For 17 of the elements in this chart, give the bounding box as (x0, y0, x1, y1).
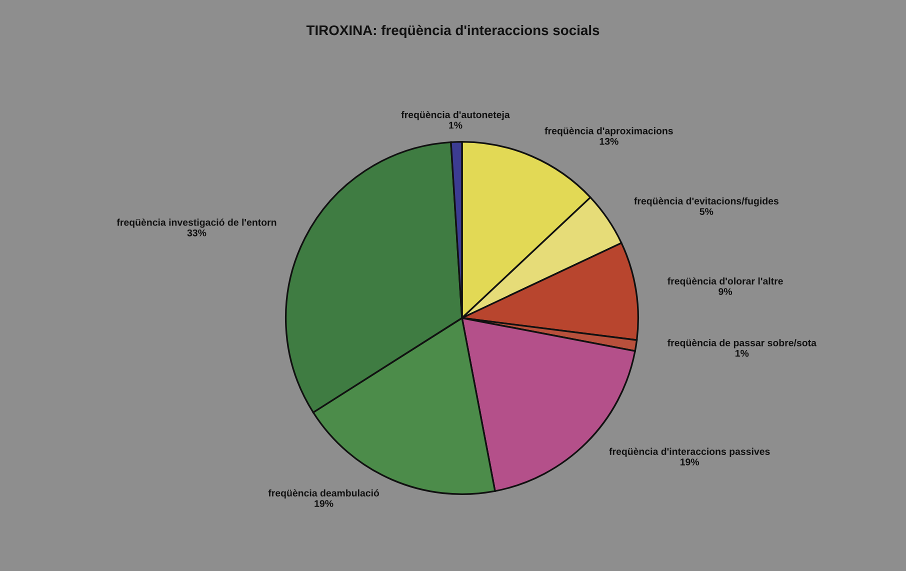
data-label: 9% (718, 288, 732, 296)
slice-label: freqüència d'olorar l'altre (668, 277, 783, 286)
chart-title: TIROXINA: freqüència d'interaccions socials (306, 24, 600, 38)
data-label: 19% (314, 500, 334, 507)
slice-label: freqüència d'aproximacions (544, 127, 673, 136)
slice-label: freqüència d'autoneteja (401, 110, 510, 120)
data-label: 1% (735, 350, 749, 357)
data-label: 19% (680, 458, 700, 466)
slice-label: freqüència deambulació (268, 489, 380, 498)
data-label: 33% (187, 229, 206, 236)
slice-label: freqüència d'interaccions passives (609, 448, 770, 457)
slice-label: freqüència d'evitacions/fugides (634, 197, 778, 206)
data-label: 13% (600, 138, 618, 145)
slice-label: freqüència de passar sobre/sota (668, 339, 817, 348)
data-label: 1% (449, 122, 462, 129)
slice-label: freqüència investigació de l'entorn (116, 218, 276, 228)
data-label: 5% (700, 208, 714, 215)
